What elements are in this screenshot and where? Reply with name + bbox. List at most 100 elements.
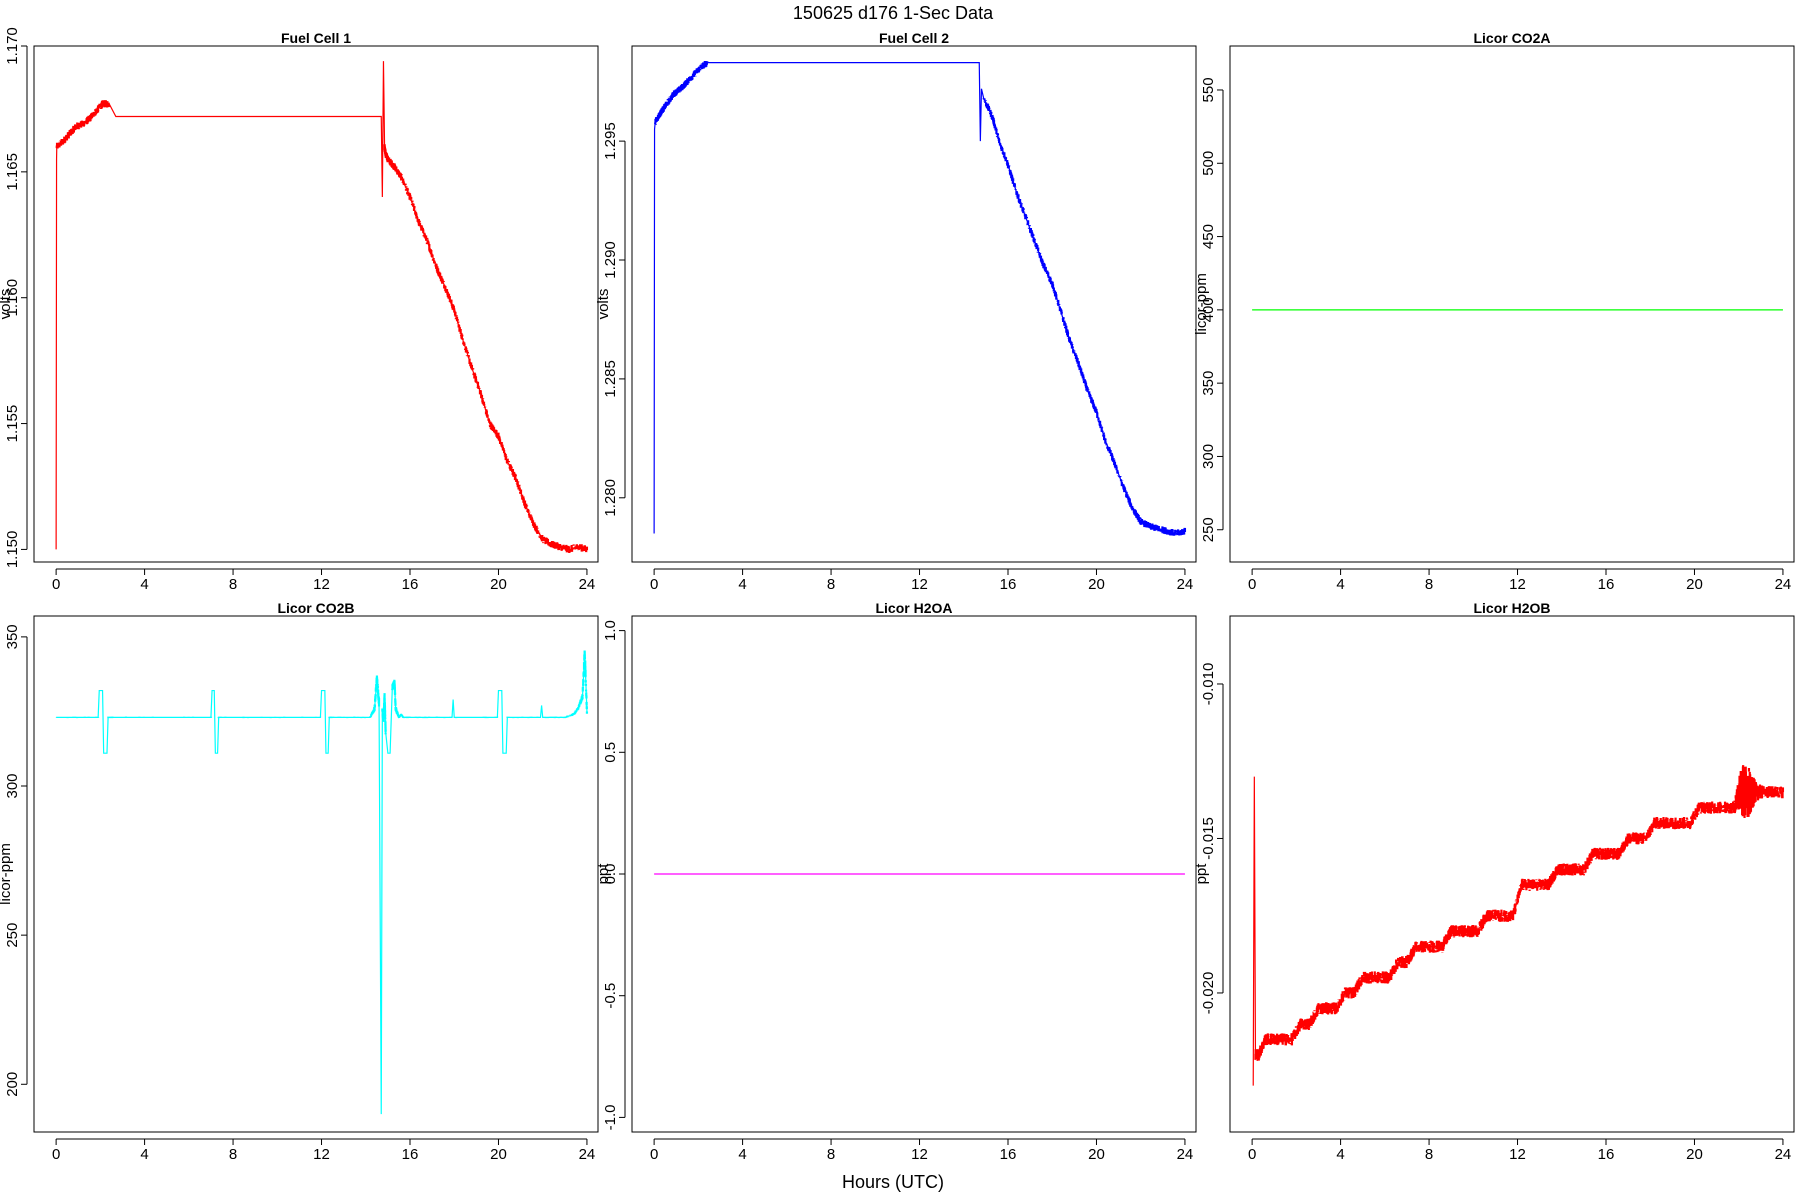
y-axis-label: volts xyxy=(0,289,14,320)
x-tick-label: 4 xyxy=(140,1146,148,1163)
y-axis-label: ppt xyxy=(595,863,612,885)
x-tick-label: 0 xyxy=(1248,576,1256,593)
panel-4: Licor CO2B licor-ppm 0 4 8 12 16 20 24 200 250 300 3… xyxy=(0,600,599,1163)
y-tick-label: 1.285 xyxy=(602,360,619,398)
plot-frame xyxy=(631,615,1197,1133)
x-tick-label: 24 xyxy=(1775,1146,1792,1163)
panel-title: Licor H2OA xyxy=(875,600,952,616)
panel-title: Licor CO2A xyxy=(1473,30,1550,46)
series-line-1 xyxy=(1252,776,1783,1086)
x-tick-label: 20 xyxy=(490,576,507,593)
panel-6: Licor H2OB ppt 0 4 8 12 16 20 24 -0.020 -0.015 -0.0… xyxy=(1193,600,1795,1163)
figure-xlabel: Hours (UTC) xyxy=(842,1172,944,1192)
x-tick-label: 4 xyxy=(1336,1146,1344,1163)
y-tick-label: 0.0 xyxy=(602,864,619,885)
panel-1: Fuel Cell 1 volts 0 4 8 12 16 20 24 1.150 1.155 1.1… xyxy=(0,27,599,593)
x-tick-label: 0 xyxy=(650,576,658,593)
y-tick-label: 1.290 xyxy=(602,241,619,279)
plot-frame xyxy=(33,45,599,563)
series-noise-band-1 xyxy=(1254,765,1785,1061)
x-tick-label: 8 xyxy=(1425,576,1433,593)
series-line-1 xyxy=(55,61,588,551)
y-tick-label: -0.020 xyxy=(1200,972,1217,1015)
x-tick-label: 0 xyxy=(52,576,60,593)
x-tick-label: 16 xyxy=(402,1146,419,1163)
x-tick-label: 12 xyxy=(911,576,928,593)
series-line-1 xyxy=(653,62,1186,535)
x-tick-label: 12 xyxy=(1509,1146,1526,1163)
panel-5: Licor H2OA ppt 0 4 8 12 16 20 24 -1.0 -0.5 0.0 0.5 1.… xyxy=(595,600,1197,1163)
y-tick-label: 1.155 xyxy=(4,405,21,443)
x-tick-label: 0 xyxy=(52,1146,60,1163)
y-tick-label: 300 xyxy=(4,773,21,798)
x-tick-label: 4 xyxy=(140,576,148,593)
figure-title: 150625 d176 1-Sec Data xyxy=(793,3,994,23)
y-axis-label: ppt xyxy=(1193,863,1210,885)
y-axis-label: licor-ppm xyxy=(1193,273,1210,335)
y-axis-label: volts xyxy=(595,289,612,320)
y-tick-label: -0.010 xyxy=(1200,663,1217,706)
x-tick-label: 8 xyxy=(229,1146,237,1163)
y-tick-label: 1.280 xyxy=(602,479,619,517)
x-tick-label: 20 xyxy=(1088,576,1105,593)
x-tick-label: 24 xyxy=(579,576,596,593)
panel-title: Fuel Cell 1 xyxy=(281,30,351,46)
x-tick-label: 12 xyxy=(911,1146,928,1163)
y-tick-label: 200 xyxy=(4,1072,21,1097)
y-tick-label: 250 xyxy=(1200,517,1217,542)
panel-grid: Fuel Cell 1 volts 0 4 8 12 16 20 24 1.150 1.155 1.1… xyxy=(0,27,1795,1163)
y-tick-label: 1.150 xyxy=(4,531,21,569)
x-tick-label: 0 xyxy=(650,1146,658,1163)
x-tick-label: 0 xyxy=(1248,1146,1256,1163)
x-tick-label: 16 xyxy=(1000,576,1017,593)
y-tick-label: 0.5 xyxy=(602,742,619,763)
y-tick-label: 500 xyxy=(1200,151,1217,176)
y-tick-label: 350 xyxy=(4,624,21,649)
y-tick-label: 450 xyxy=(1200,224,1217,249)
x-tick-label: 24 xyxy=(1775,576,1792,593)
x-tick-label: 8 xyxy=(229,576,237,593)
x-tick-label: 12 xyxy=(313,1146,330,1163)
x-tick-label: 4 xyxy=(738,576,746,593)
y-tick-label: -1.0 xyxy=(602,1104,619,1130)
y-tick-label: -0.015 xyxy=(1200,817,1217,860)
x-tick-label: 8 xyxy=(1425,1146,1433,1163)
x-tick-label: 20 xyxy=(1088,1146,1105,1163)
y-tick-label: 1.295 xyxy=(602,122,619,160)
series-line-1 xyxy=(56,651,588,1115)
x-tick-label: 12 xyxy=(1509,576,1526,593)
x-tick-label: 16 xyxy=(1000,1146,1017,1163)
y-tick-label: 300 xyxy=(1200,444,1217,469)
y-tick-label: 1.170 xyxy=(4,27,21,65)
y-tick-label: 1.160 xyxy=(4,279,21,317)
panel-2: Fuel Cell 2 volts 0 4 8 12 16 20 24 1.280 1.285 1.2… xyxy=(595,30,1197,593)
x-tick-label: 16 xyxy=(1598,576,1615,593)
y-tick-label: 550 xyxy=(1200,77,1217,102)
plot-frame xyxy=(1229,615,1795,1133)
plot-frame xyxy=(33,615,599,1133)
y-tick-label: -0.5 xyxy=(602,983,619,1009)
series-noise-band-1 xyxy=(55,650,589,735)
y-tick-label: 250 xyxy=(4,923,21,948)
x-tick-label: 24 xyxy=(579,1146,596,1163)
series-noise-band-1 xyxy=(55,100,589,554)
y-tick-label: 350 xyxy=(1200,371,1217,396)
x-tick-label: 12 xyxy=(313,576,330,593)
x-tick-label: 24 xyxy=(1177,576,1194,593)
plot-frame xyxy=(631,45,1197,563)
y-axis-label: licor-ppm xyxy=(0,843,14,905)
x-tick-label: 20 xyxy=(490,1146,507,1163)
x-tick-label: 20 xyxy=(1686,1146,1703,1163)
x-tick-label: 20 xyxy=(1686,576,1703,593)
y-tick-label: 400 xyxy=(1200,297,1217,322)
x-tick-label: 4 xyxy=(738,1146,746,1163)
panel-title: Licor CO2B xyxy=(277,600,354,616)
panel-title: Fuel Cell 2 xyxy=(879,30,949,46)
panel-3: Licor CO2A licor-ppm 0 4 8 12 16 20 24 250 300 350 4… xyxy=(1193,30,1795,593)
x-tick-label: 8 xyxy=(827,1146,835,1163)
x-tick-label: 8 xyxy=(827,576,835,593)
x-tick-label: 16 xyxy=(402,576,419,593)
y-tick-label: 1.0 xyxy=(602,620,619,641)
